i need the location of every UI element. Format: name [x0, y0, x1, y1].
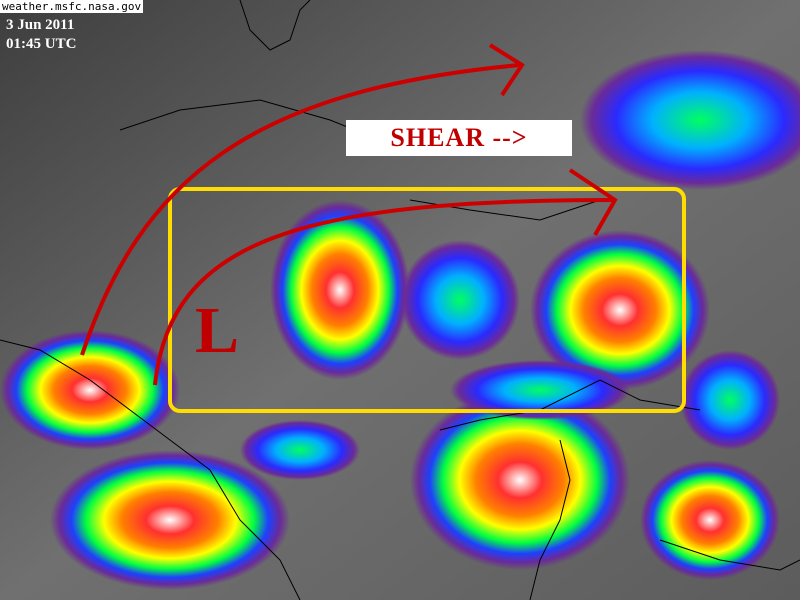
flow-arrows	[80, 43, 618, 386]
analysis-box	[168, 187, 686, 413]
source-credit: weather.msfc.nasa.gov	[0, 0, 144, 13]
lower-flow-arrow	[153, 198, 616, 386]
low-pressure-label: L	[195, 294, 240, 367]
cloud-clusters	[0, 50, 800, 590]
time-label: 01:45 UTC	[6, 36, 77, 52]
timestamp: 3 Jun 2011 01:45 UTC	[6, 16, 76, 54]
date-label: 3 Jun 2011	[6, 17, 75, 33]
upper-flow-arrow	[80, 63, 521, 356]
shear-label: SHEAR -->	[346, 120, 572, 156]
